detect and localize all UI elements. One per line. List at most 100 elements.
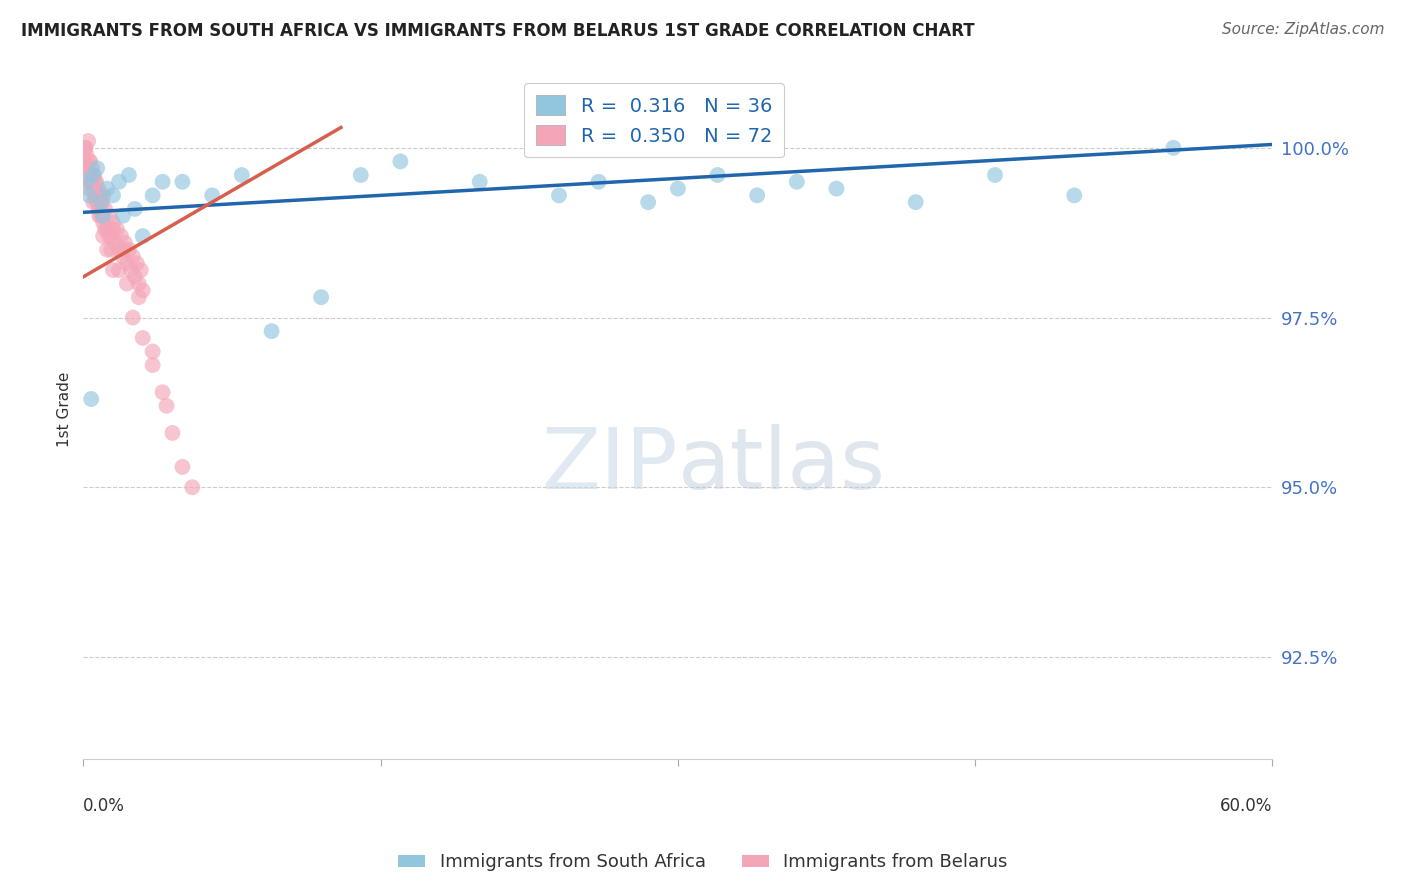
Point bbox=[231, 168, 253, 182]
Point bbox=[98, 209, 121, 223]
Point bbox=[111, 243, 134, 257]
Point bbox=[111, 209, 134, 223]
Point bbox=[114, 235, 136, 250]
Point bbox=[91, 215, 114, 229]
Point bbox=[155, 399, 177, 413]
Point bbox=[87, 181, 110, 195]
Point bbox=[77, 188, 100, 202]
Point bbox=[389, 154, 412, 169]
Point bbox=[101, 263, 124, 277]
Point bbox=[76, 161, 98, 176]
Point bbox=[84, 175, 107, 189]
Point bbox=[82, 168, 104, 182]
Point bbox=[100, 243, 122, 257]
Point bbox=[468, 175, 491, 189]
Point bbox=[121, 250, 143, 264]
Point bbox=[904, 195, 927, 210]
Text: ZIP: ZIP bbox=[541, 424, 678, 507]
Point bbox=[786, 175, 808, 189]
Point bbox=[129, 263, 152, 277]
Point bbox=[152, 385, 174, 400]
Point bbox=[172, 175, 194, 189]
Text: atlas: atlas bbox=[678, 424, 886, 507]
Point bbox=[152, 175, 174, 189]
Point bbox=[79, 154, 101, 169]
Point bbox=[91, 195, 114, 210]
Point bbox=[101, 222, 124, 236]
Point bbox=[77, 154, 100, 169]
Point bbox=[94, 202, 117, 216]
Point bbox=[132, 331, 155, 345]
Point bbox=[118, 243, 141, 257]
Point bbox=[86, 195, 108, 210]
Point bbox=[89, 188, 111, 202]
Point bbox=[94, 222, 117, 236]
Point bbox=[91, 188, 114, 202]
Point bbox=[309, 290, 332, 304]
Point bbox=[105, 222, 128, 236]
Point bbox=[706, 168, 728, 182]
Point bbox=[350, 168, 373, 182]
Point bbox=[91, 209, 114, 223]
Point bbox=[1063, 188, 1085, 202]
Point bbox=[120, 263, 142, 277]
Point bbox=[121, 310, 143, 325]
Text: IMMIGRANTS FROM SOUTH AFRICA VS IMMIGRANTS FROM BELARUS 1ST GRADE CORRELATION CH: IMMIGRANTS FROM SOUTH AFRICA VS IMMIGRAN… bbox=[21, 22, 974, 40]
Point bbox=[80, 175, 103, 189]
Text: 60.0%: 60.0% bbox=[1220, 797, 1272, 815]
Point bbox=[91, 229, 114, 244]
Point bbox=[100, 229, 122, 244]
Point bbox=[84, 175, 107, 189]
Point bbox=[260, 324, 283, 338]
Point bbox=[108, 175, 131, 189]
Point bbox=[75, 141, 97, 155]
Point bbox=[118, 168, 141, 182]
Point bbox=[825, 181, 848, 195]
Point bbox=[101, 215, 124, 229]
Point bbox=[77, 168, 100, 182]
Point bbox=[83, 168, 105, 182]
Point bbox=[82, 181, 104, 195]
Point bbox=[132, 229, 155, 244]
Point bbox=[82, 195, 104, 210]
Point bbox=[90, 209, 112, 223]
Point bbox=[128, 290, 150, 304]
Point bbox=[132, 284, 155, 298]
Point bbox=[124, 269, 146, 284]
Point bbox=[111, 250, 134, 264]
Point bbox=[82, 161, 104, 176]
Point bbox=[115, 277, 138, 291]
Point bbox=[104, 235, 127, 250]
Legend: R =  0.316   N = 36, R =  0.350   N = 72: R = 0.316 N = 36, R = 0.350 N = 72 bbox=[524, 83, 783, 157]
Point bbox=[96, 243, 118, 257]
Point bbox=[548, 188, 571, 202]
Text: 0.0%: 0.0% bbox=[83, 797, 125, 815]
Point bbox=[142, 188, 165, 202]
Point bbox=[98, 229, 121, 244]
Point bbox=[75, 147, 97, 161]
Point bbox=[637, 195, 659, 210]
Point bbox=[73, 154, 96, 169]
Point bbox=[75, 141, 97, 155]
Point bbox=[142, 358, 165, 372]
Point bbox=[747, 188, 769, 202]
Point bbox=[101, 188, 124, 202]
Y-axis label: 1st Grade: 1st Grade bbox=[58, 371, 72, 447]
Point bbox=[96, 222, 118, 236]
Point bbox=[108, 263, 131, 277]
Text: Source: ZipAtlas.com: Source: ZipAtlas.com bbox=[1222, 22, 1385, 37]
Point bbox=[128, 277, 150, 291]
Point bbox=[181, 480, 204, 494]
Point bbox=[86, 161, 108, 176]
Point bbox=[162, 425, 184, 440]
Point bbox=[172, 459, 194, 474]
Point bbox=[89, 202, 111, 216]
Point bbox=[86, 195, 108, 210]
Point bbox=[76, 175, 98, 189]
Point bbox=[96, 181, 118, 195]
Point bbox=[142, 344, 165, 359]
Point bbox=[110, 229, 132, 244]
Point bbox=[201, 188, 224, 202]
Point bbox=[76, 161, 98, 176]
Point bbox=[588, 175, 610, 189]
